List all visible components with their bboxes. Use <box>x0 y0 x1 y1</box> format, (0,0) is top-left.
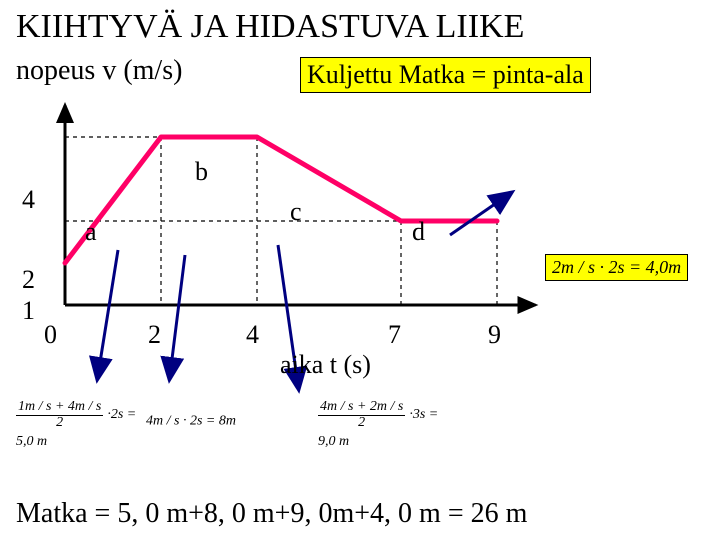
y-tick-4: 4 <box>22 185 35 215</box>
calc-c: 4m / s + 2m / s2 ·3s = 9,0 m <box>318 400 438 450</box>
x-axis-label: aika t (s) <box>280 350 371 380</box>
x-tick-9: 9 <box>488 320 501 350</box>
vt-chart: a b c d <box>20 95 540 355</box>
y-axis-label: nopeus v (m/s) <box>16 55 182 87</box>
formula-box-main: Kuljettu Matka = pinta-ala <box>300 57 591 93</box>
calc-a: 1m / s + 4m / s2 ·2s = 5,0 m <box>16 400 136 450</box>
x-tick-0: 0 <box>44 320 57 350</box>
calc-b: 4m / s · 2s = 8m <box>146 412 236 430</box>
segment-label-d: d <box>412 217 425 247</box>
x-tick-2: 2 <box>148 320 161 350</box>
x-tick-4: 4 <box>246 320 259 350</box>
y-tick-1: 1 <box>22 296 35 326</box>
formula-d: 2m / s · 2s = 4,0m <box>545 254 688 281</box>
x-tick-7: 7 <box>388 320 401 350</box>
segment-label-c: c <box>290 197 302 227</box>
y-tick-2: 2 <box>22 265 35 295</box>
page-title: KIIHTYVÄ JA HIDASTUVA LIIKE <box>16 8 524 46</box>
summary-line: Matka = 5, 0 m+8, 0 m+9, 0m+4, 0 m = 26 … <box>16 498 527 530</box>
segment-label-b: b <box>195 157 208 187</box>
segment-label-a: a <box>85 217 97 247</box>
